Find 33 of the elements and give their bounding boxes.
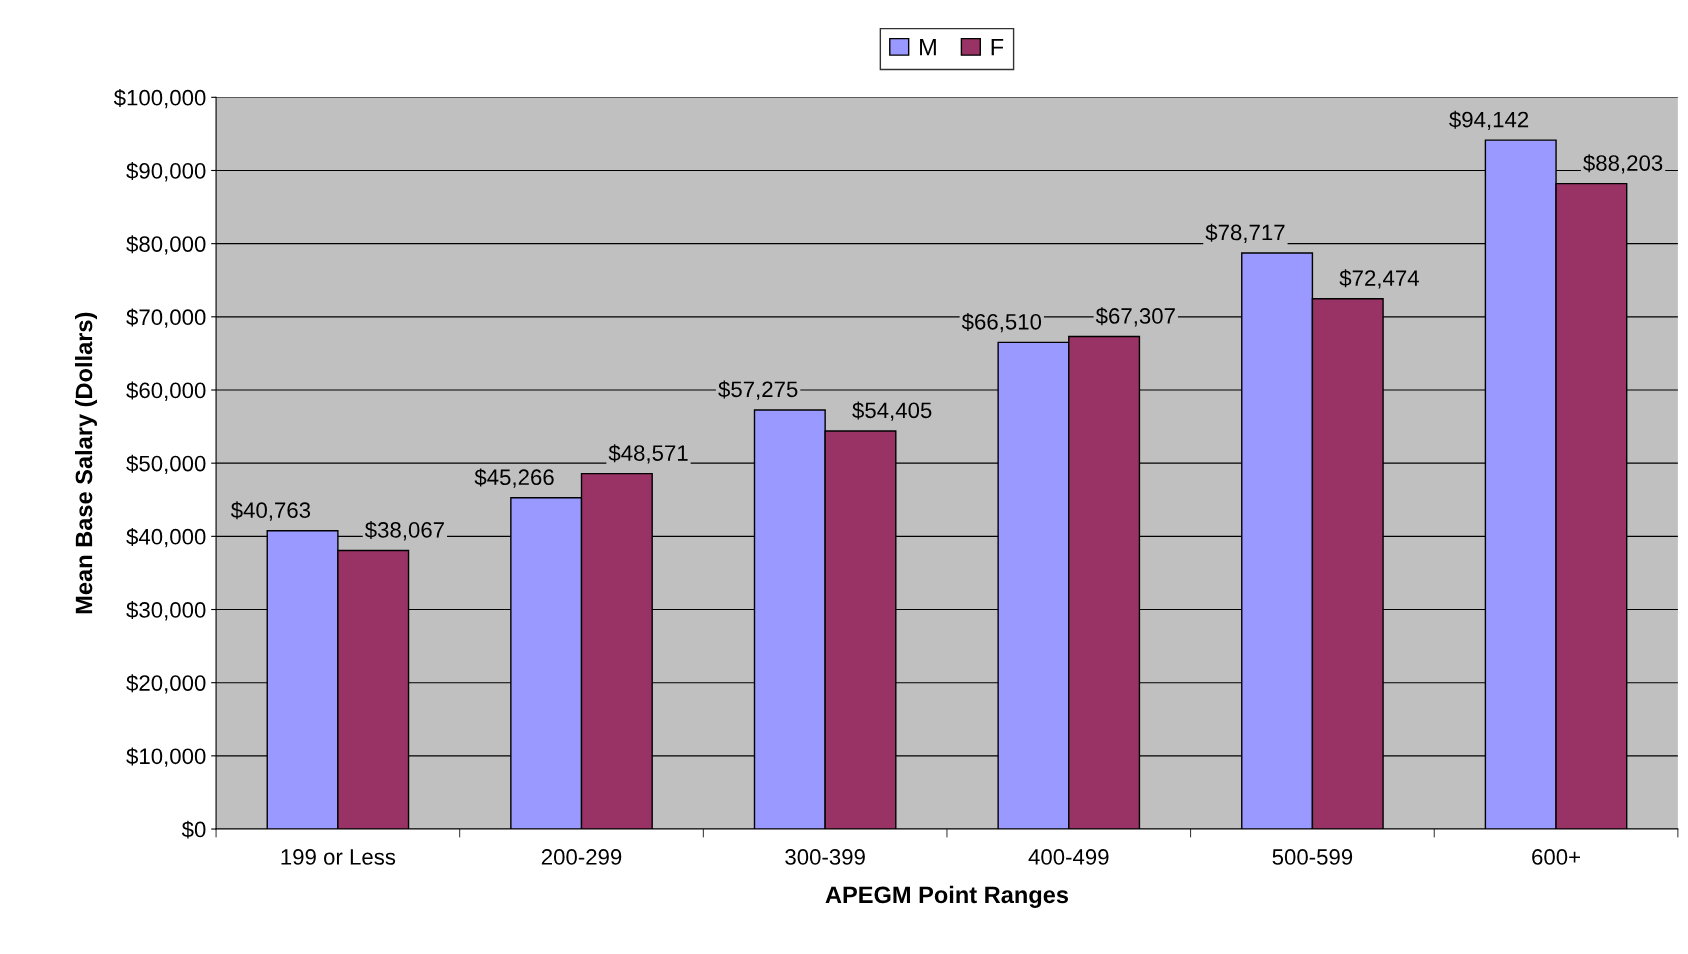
data-label: $38,067: [364, 521, 444, 541]
x-tick-label: 500-599: [1272, 849, 1353, 865]
y-tick-label: $30,000: [126, 601, 206, 621]
data-label: $78,717: [1205, 223, 1285, 243]
x-tick-label: 199 or Less: [281, 849, 396, 865]
data-label: $40,763: [230, 501, 311, 521]
data-label: $67,307: [1095, 307, 1175, 327]
y-tick-label: $100,000: [113, 88, 206, 109]
x-tick-label: 300-399: [785, 849, 865, 865]
y-tick-label: $90,000: [126, 162, 206, 182]
y-tick-label: $20,000: [126, 674, 206, 694]
y-tick-label: $60,000: [126, 381, 206, 401]
data-label: $48,571: [608, 444, 688, 464]
x-tick-label: 200-299: [541, 849, 622, 865]
x-tick-label: 400-499: [1028, 849, 1109, 865]
x-tick-label: 600+: [1532, 849, 1580, 865]
data-label: $45,266: [474, 468, 554, 488]
data-label: $72,474: [1339, 269, 1419, 289]
y-tick-label: $0: [181, 820, 206, 839]
data-label: $57,275: [718, 380, 798, 400]
data-label: $94,142: [1449, 110, 1529, 131]
data-label: $54,405: [852, 401, 932, 421]
data-label: $88,203: [1583, 154, 1663, 174]
y-tick-label: $70,000: [126, 308, 206, 328]
legend-label: F: [991, 38, 1004, 56]
legend-label: M: [920, 38, 936, 56]
x-axis-title: APEGM Point Ranges: [825, 885, 1069, 908]
y-tick-label: $80,000: [126, 235, 206, 255]
y-axis-title: Mean Base Salary (Dollars): [74, 312, 97, 614]
y-tick-label: $40,000: [126, 527, 206, 548]
y-tick-label: $50,000: [126, 454, 206, 475]
data-label: $66,510: [961, 312, 1042, 333]
y-tick-label: $10,000: [126, 747, 206, 767]
